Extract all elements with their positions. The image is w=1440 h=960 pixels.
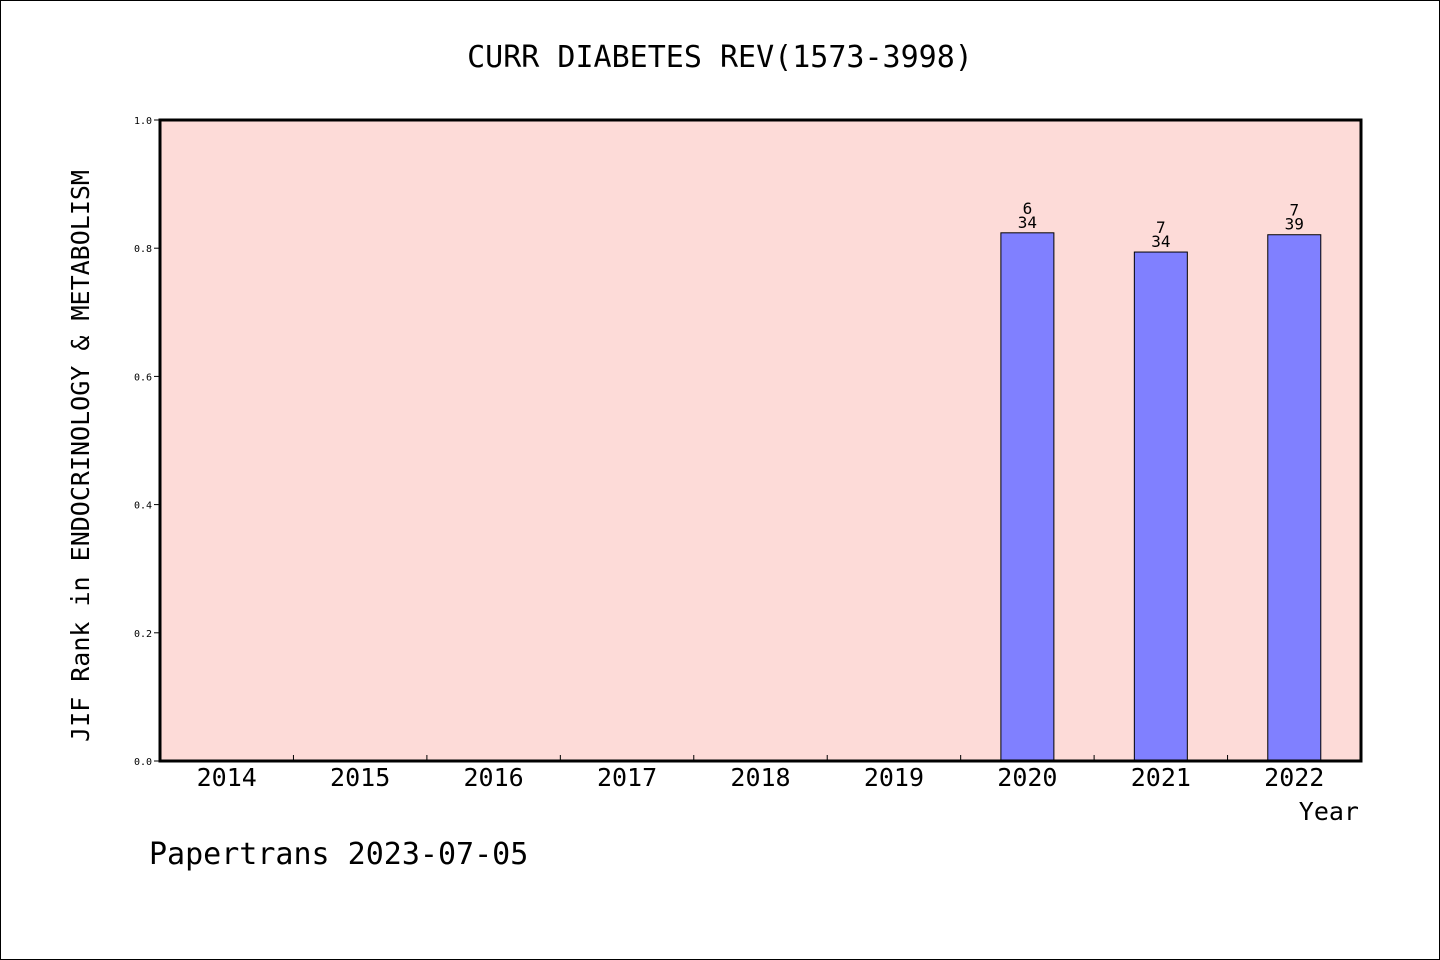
y-tick-label-0.2: 0.2 bbox=[134, 629, 152, 640]
x-axis-label: Year bbox=[1299, 797, 1359, 826]
x-tick-label-2018: 2018 bbox=[730, 763, 790, 792]
x-tick-label-2022: 2022 bbox=[1264, 763, 1324, 792]
bar-label-total-2022: 39 bbox=[1285, 215, 1304, 234]
bar-label-rank-2021: 7 bbox=[1156, 218, 1166, 237]
y-axis-label: JIF Rank in ENDOCRINOLOGY & METABOLISM bbox=[66, 170, 95, 742]
bar-2022 bbox=[1267, 234, 1322, 762]
x-tick-label-2020: 2020 bbox=[997, 763, 1057, 792]
y-tick-label-0.4: 0.4 bbox=[134, 501, 152, 512]
y-tick-label-0.6: 0.6 bbox=[134, 372, 152, 383]
y-tick-label-0.0: 0.0 bbox=[134, 757, 152, 768]
bar-label-total-2020: 34 bbox=[1018, 213, 1037, 232]
y-tick-label-0.8: 0.8 bbox=[134, 244, 152, 255]
bar-label-rank-2020: 6 bbox=[1023, 199, 1033, 218]
bar-label-rank-2022: 7 bbox=[1289, 201, 1299, 220]
x-tick-label-2014: 2014 bbox=[197, 763, 257, 792]
plot-frame bbox=[158, 118, 1363, 763]
bar-label-total-2021: 34 bbox=[1151, 232, 1170, 251]
x-tick-label-2015: 2015 bbox=[330, 763, 390, 792]
x-tick-label-2017: 2017 bbox=[597, 763, 657, 792]
x-tick-label-2016: 2016 bbox=[464, 763, 524, 792]
x-tick-label-2021: 2021 bbox=[1131, 763, 1191, 792]
x-tick-label-2019: 2019 bbox=[864, 763, 924, 792]
bar-2021 bbox=[1133, 251, 1188, 762]
y-tick-label-1.0: 1.0 bbox=[134, 116, 152, 127]
footer-credit: Papertrans 2023-07-05 bbox=[149, 837, 528, 872]
chart-title: CURR DIABETES REV(1573-3998) bbox=[467, 40, 973, 75]
bar-2020 bbox=[1000, 232, 1055, 762]
